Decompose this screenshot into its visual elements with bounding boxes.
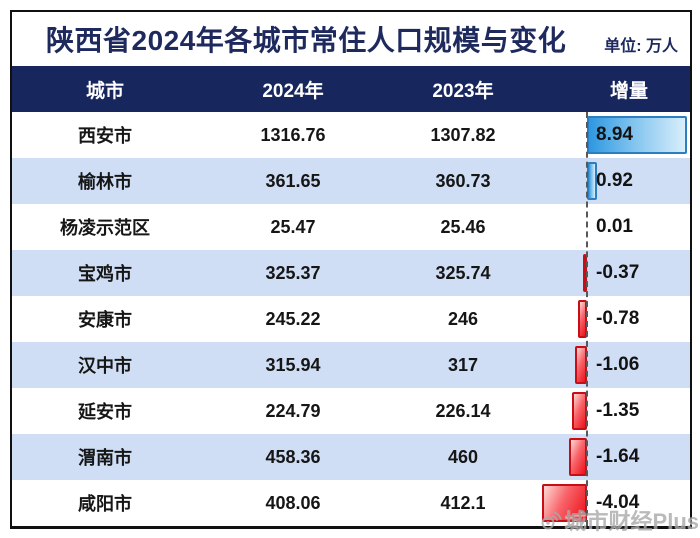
table-header: 城市 2024年 2023年 增量	[12, 66, 690, 112]
table-row: 杨凌示范区 25.47 25.46 0.01	[12, 204, 690, 250]
city-cell: 咸阳市	[78, 494, 132, 514]
city-cell: 汉中市	[78, 356, 132, 376]
pop-2023-cell: 25.46	[440, 216, 486, 237]
table-body: 西安市 1316.76 1307.82 8.94 榆林市 361.65 360.…	[12, 112, 690, 526]
table-row: 咸阳市 408.06 412.1 -4.04	[12, 480, 690, 526]
table-row: 渭南市 458.36 460 -1.64	[12, 434, 690, 480]
delta-value: -1.06	[596, 354, 640, 375]
delta-value: -0.37	[596, 262, 640, 283]
delta-bar	[541, 484, 587, 522]
city-cell: 延安市	[78, 402, 132, 422]
page-title: 陕西省2024年各城市常住人口规模与变化	[46, 25, 567, 56]
pop-2024-cell: 1316.76	[260, 124, 326, 145]
delta-value: -1.35	[596, 400, 640, 421]
city-cell: 榆林市	[78, 172, 132, 192]
watermark-label: 城市财经Plus	[564, 509, 699, 534]
pop-2024-cell: 224.79	[265, 400, 321, 421]
header-2024: 2024年	[262, 80, 324, 102]
infographic-frame: 陕西省2024年各城市常住人口规模与变化 单位: 万人 城市 2024年 202…	[10, 10, 692, 529]
unit-label: 单位: 万人	[604, 38, 678, 55]
header-city: 城市	[85, 80, 124, 102]
pop-2023-cell: 226.14	[435, 400, 491, 421]
city-cell: 西安市	[78, 126, 132, 146]
pop-2023-cell: 325.74	[435, 262, 491, 283]
delta-value: -0.78	[596, 308, 640, 329]
delta-value: 0.01	[596, 216, 633, 237]
header-2023: 2023年	[432, 80, 494, 102]
title-bar: 陕西省2024年各城市常住人口规模与变化 单位: 万人	[12, 12, 690, 66]
pop-2024-cell: 408.06	[265, 492, 321, 513]
delta-bar	[587, 116, 688, 154]
table-row: 榆林市 361.65 360.73 0.92	[12, 158, 690, 204]
city-cell: 杨凌示范区	[60, 218, 150, 238]
pop-2023-cell: 246	[447, 308, 479, 329]
city-cell: 渭南市	[78, 448, 132, 468]
delta-bar	[568, 438, 587, 476]
pop-2023-cell: 460	[447, 446, 479, 467]
table-row: 延安市 224.79 226.14 -1.35	[12, 388, 690, 434]
delta-value: 0.92	[596, 170, 633, 191]
table-row: 安康市 245.22 246 -0.78	[12, 296, 690, 342]
delta-bar	[575, 346, 587, 384]
zero-baseline	[586, 112, 588, 526]
pop-2023-cell: 360.73	[435, 170, 491, 191]
pop-2024-cell: 458.36	[265, 446, 321, 467]
delta-bar	[582, 254, 587, 292]
table-row: 汉中市 315.94 317 -1.06	[12, 342, 690, 388]
header-delta: 增量	[609, 80, 648, 102]
delta-bar	[571, 392, 587, 430]
pop-2023-cell: 412.1	[440, 492, 486, 513]
delta-bar	[587, 162, 598, 200]
delta-value: -4.04	[596, 492, 640, 513]
city-cell: 宝鸡市	[78, 264, 132, 284]
pop-2024-cell: 361.65	[265, 170, 321, 191]
delta-value: 8.94	[596, 124, 633, 145]
pop-2024-cell: 245.22	[265, 308, 321, 329]
table-row: 宝鸡市 325.37 325.74 -0.37	[12, 250, 690, 296]
broadcast-logo-icon	[541, 511, 562, 530]
pop-2024-cell: 25.47	[270, 216, 316, 237]
pop-2024-cell: 325.37	[265, 262, 321, 283]
pop-2023-cell: 1307.82	[430, 124, 496, 145]
table-row: 西安市 1316.76 1307.82 8.94	[12, 112, 690, 158]
pop-2024-cell: 315.94	[265, 354, 321, 375]
delta-value: -1.64	[596, 446, 640, 467]
pop-2023-cell: 317	[447, 354, 479, 375]
watermark: 城市财经Plus	[539, 504, 699, 536]
city-cell: 安康市	[78, 310, 132, 330]
